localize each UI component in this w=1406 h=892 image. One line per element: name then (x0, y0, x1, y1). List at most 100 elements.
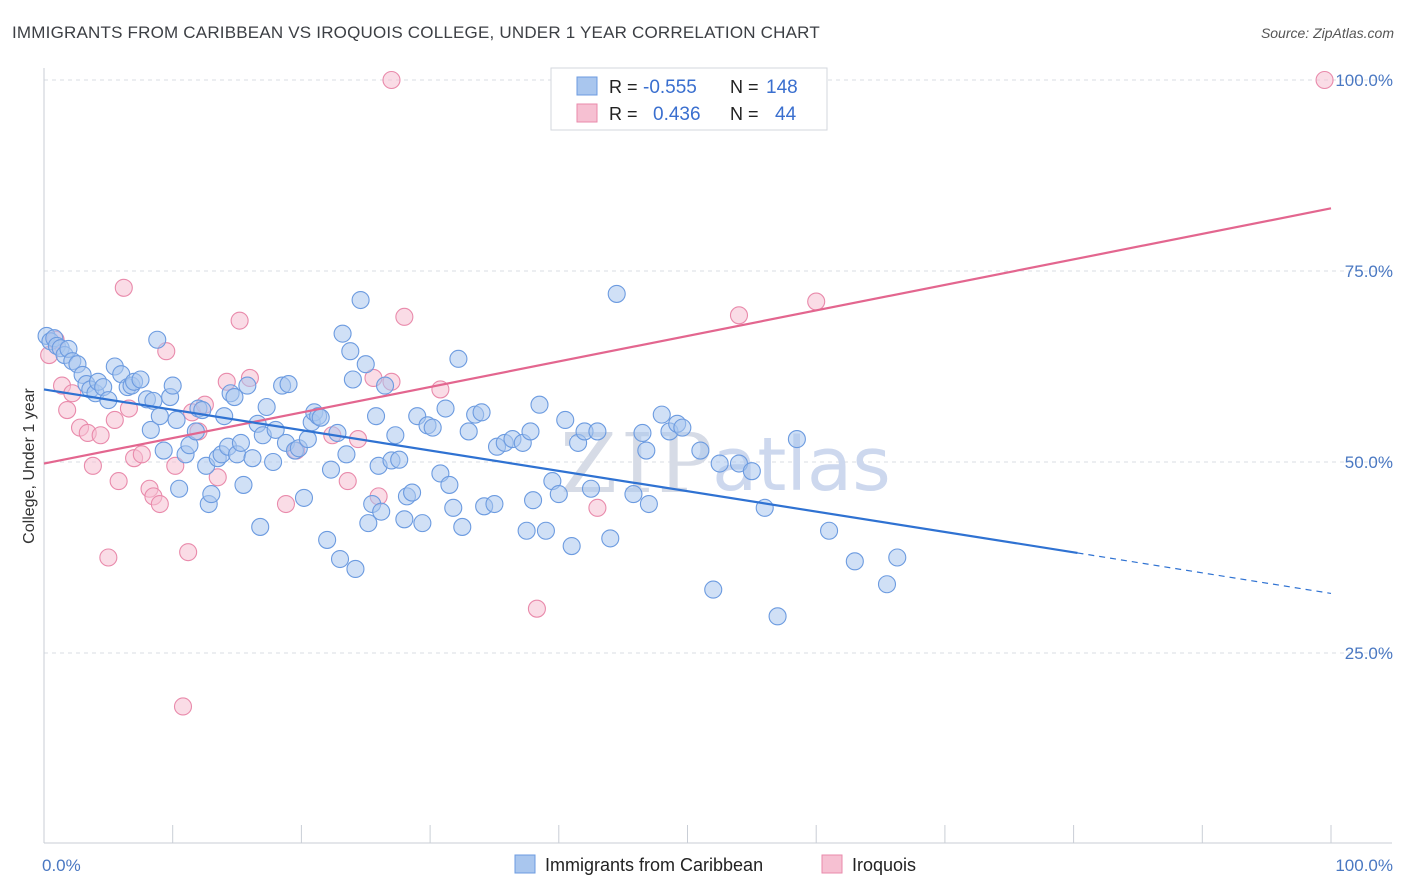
legend-n-value-pink: 44 (775, 104, 797, 125)
trend-line-iroquois (43, 207, 1332, 465)
caribbean-point-83 (372, 502, 391, 521)
caribbean-point-72 (333, 324, 352, 343)
caribbean-point-87 (390, 450, 409, 469)
caribbean-point-29 (163, 376, 182, 395)
caribbean-point-123 (601, 529, 620, 548)
caribbean-point-141 (820, 521, 839, 540)
caribbean-point-144 (888, 548, 907, 567)
iroquois-point-11 (109, 472, 128, 491)
iroquois-point-3 (58, 400, 77, 420)
caribbean-point-99 (449, 349, 468, 368)
caribbean-point-127 (637, 441, 656, 460)
chart-title: IMMIGRANTS FROM CARIBBEAN VS IROQUOIS CO… (12, 23, 820, 42)
iroquois-point-45 (382, 70, 401, 90)
caribbean-point-49 (238, 376, 257, 395)
iroquois-point-21 (173, 697, 193, 716)
caribbean-point-116 (549, 485, 568, 504)
axes (43, 68, 1392, 844)
iroquois-point-43 (807, 292, 826, 311)
caribbean-point-98 (444, 498, 463, 517)
caribbean-point-59 (279, 375, 298, 394)
caribbean-point-133 (691, 441, 710, 460)
caribbean-point-101 (459, 422, 478, 441)
caribbean-point-128 (639, 494, 658, 514)
y-tick-label-3: 100.0% (1335, 71, 1393, 90)
caribbean-point-67 (311, 408, 330, 427)
legend-r-value-blue: -0.555 (643, 77, 697, 98)
caribbean-point-97 (440, 475, 459, 494)
iroquois-point-12 (114, 278, 133, 297)
y-tick-label-2: 75.0% (1345, 262, 1393, 281)
caribbean-point-73 (337, 445, 356, 464)
legend-r-label-pink: R = (609, 104, 638, 124)
caribbean-point-135 (710, 454, 729, 473)
iroquois-point-18 (150, 494, 169, 514)
chart-source: Source: ZipAtlas.com (1261, 25, 1394, 41)
caribbean-point-77 (351, 290, 370, 310)
legend-r-value-pink: 0.436 (653, 104, 701, 125)
iroquois-point-7 (83, 456, 102, 475)
caribbean-point-129 (652, 405, 671, 424)
legend-swatch-pink (576, 103, 598, 123)
caribbean-point-75 (343, 370, 362, 389)
caribbean-point-90 (403, 483, 422, 502)
caribbean-point-125 (624, 485, 643, 504)
caribbean-point-111 (521, 422, 540, 441)
caribbean-point-47 (231, 433, 250, 452)
iroquois-point-28 (230, 311, 249, 330)
series-immigrants-from-caribbean (37, 284, 907, 626)
grid-lines (44, 79, 1392, 654)
y-axis-label: College, Under 1 year (21, 388, 38, 544)
iroquois-point-9 (99, 548, 118, 567)
caribbean-point-121 (581, 479, 601, 498)
x-tick-label-0: 0.0% (42, 856, 81, 875)
caribbean-point-105 (485, 494, 504, 514)
caribbean-point-55 (264, 452, 283, 472)
caribbean-point-84 (376, 376, 395, 395)
caribbean-point-139 (768, 607, 787, 626)
caribbean-point-74 (341, 342, 360, 361)
caribbean-point-88 (395, 510, 414, 529)
caribbean-point-126 (633, 423, 652, 443)
caribbean-point-137 (742, 462, 761, 481)
caribbean-point-132 (673, 418, 692, 437)
caribbean-point-54 (257, 397, 276, 417)
iroquois-point-44 (1315, 70, 1334, 90)
iroquois-point-22 (179, 543, 198, 562)
caribbean-point-70 (328, 423, 347, 443)
y-tick-label-1: 50.0% (1345, 453, 1393, 472)
caribbean-point-103 (472, 403, 491, 422)
iroquois-point-10 (105, 410, 124, 430)
y-tick-labels: 25.0% 50.0% 75.0% 100.0% (1335, 71, 1393, 663)
caribbean-point-92 (413, 514, 432, 533)
legend-n-value-blue: 148 (766, 77, 798, 98)
caribbean-point-25 (148, 330, 167, 349)
caribbean-point-76 (346, 559, 365, 579)
iroquois-point-42 (729, 306, 749, 325)
bottom-legend-swatch-pink (821, 854, 843, 874)
stats-legend: R = -0.555 N = 148 R = 0.436 N = 44 (550, 67, 828, 131)
caribbean-point-94 (423, 418, 442, 437)
caribbean-point-48 (234, 475, 253, 494)
legend-n-label-pink: N = (730, 104, 759, 124)
caribbean-point-62 (294, 488, 314, 507)
caribbean-point-78 (356, 355, 375, 374)
bottom-legend-label-blue: Immigrants from Caribbean (545, 855, 763, 875)
y-tick-label-0: 25.0% (1345, 644, 1393, 663)
caribbean-point-112 (524, 491, 543, 510)
bottom-legend-swatch-blue (514, 854, 536, 874)
caribbean-point-21 (131, 370, 150, 389)
caribbean-point-122 (588, 422, 607, 441)
legend-n-label-blue: N = (730, 77, 759, 97)
legend-r-label-blue: R = (609, 77, 638, 97)
caribbean-point-114 (536, 521, 555, 540)
caribbean-point-110 (517, 521, 536, 540)
iroquois-point-33 (338, 472, 357, 491)
trend-lines (43, 207, 1332, 595)
caribbean-point-143 (877, 575, 897, 594)
caribbean-point-142 (845, 552, 864, 571)
caribbean-point-81 (366, 407, 386, 426)
caribbean-point-50 (243, 449, 262, 468)
caribbean-point-117 (556, 410, 575, 430)
